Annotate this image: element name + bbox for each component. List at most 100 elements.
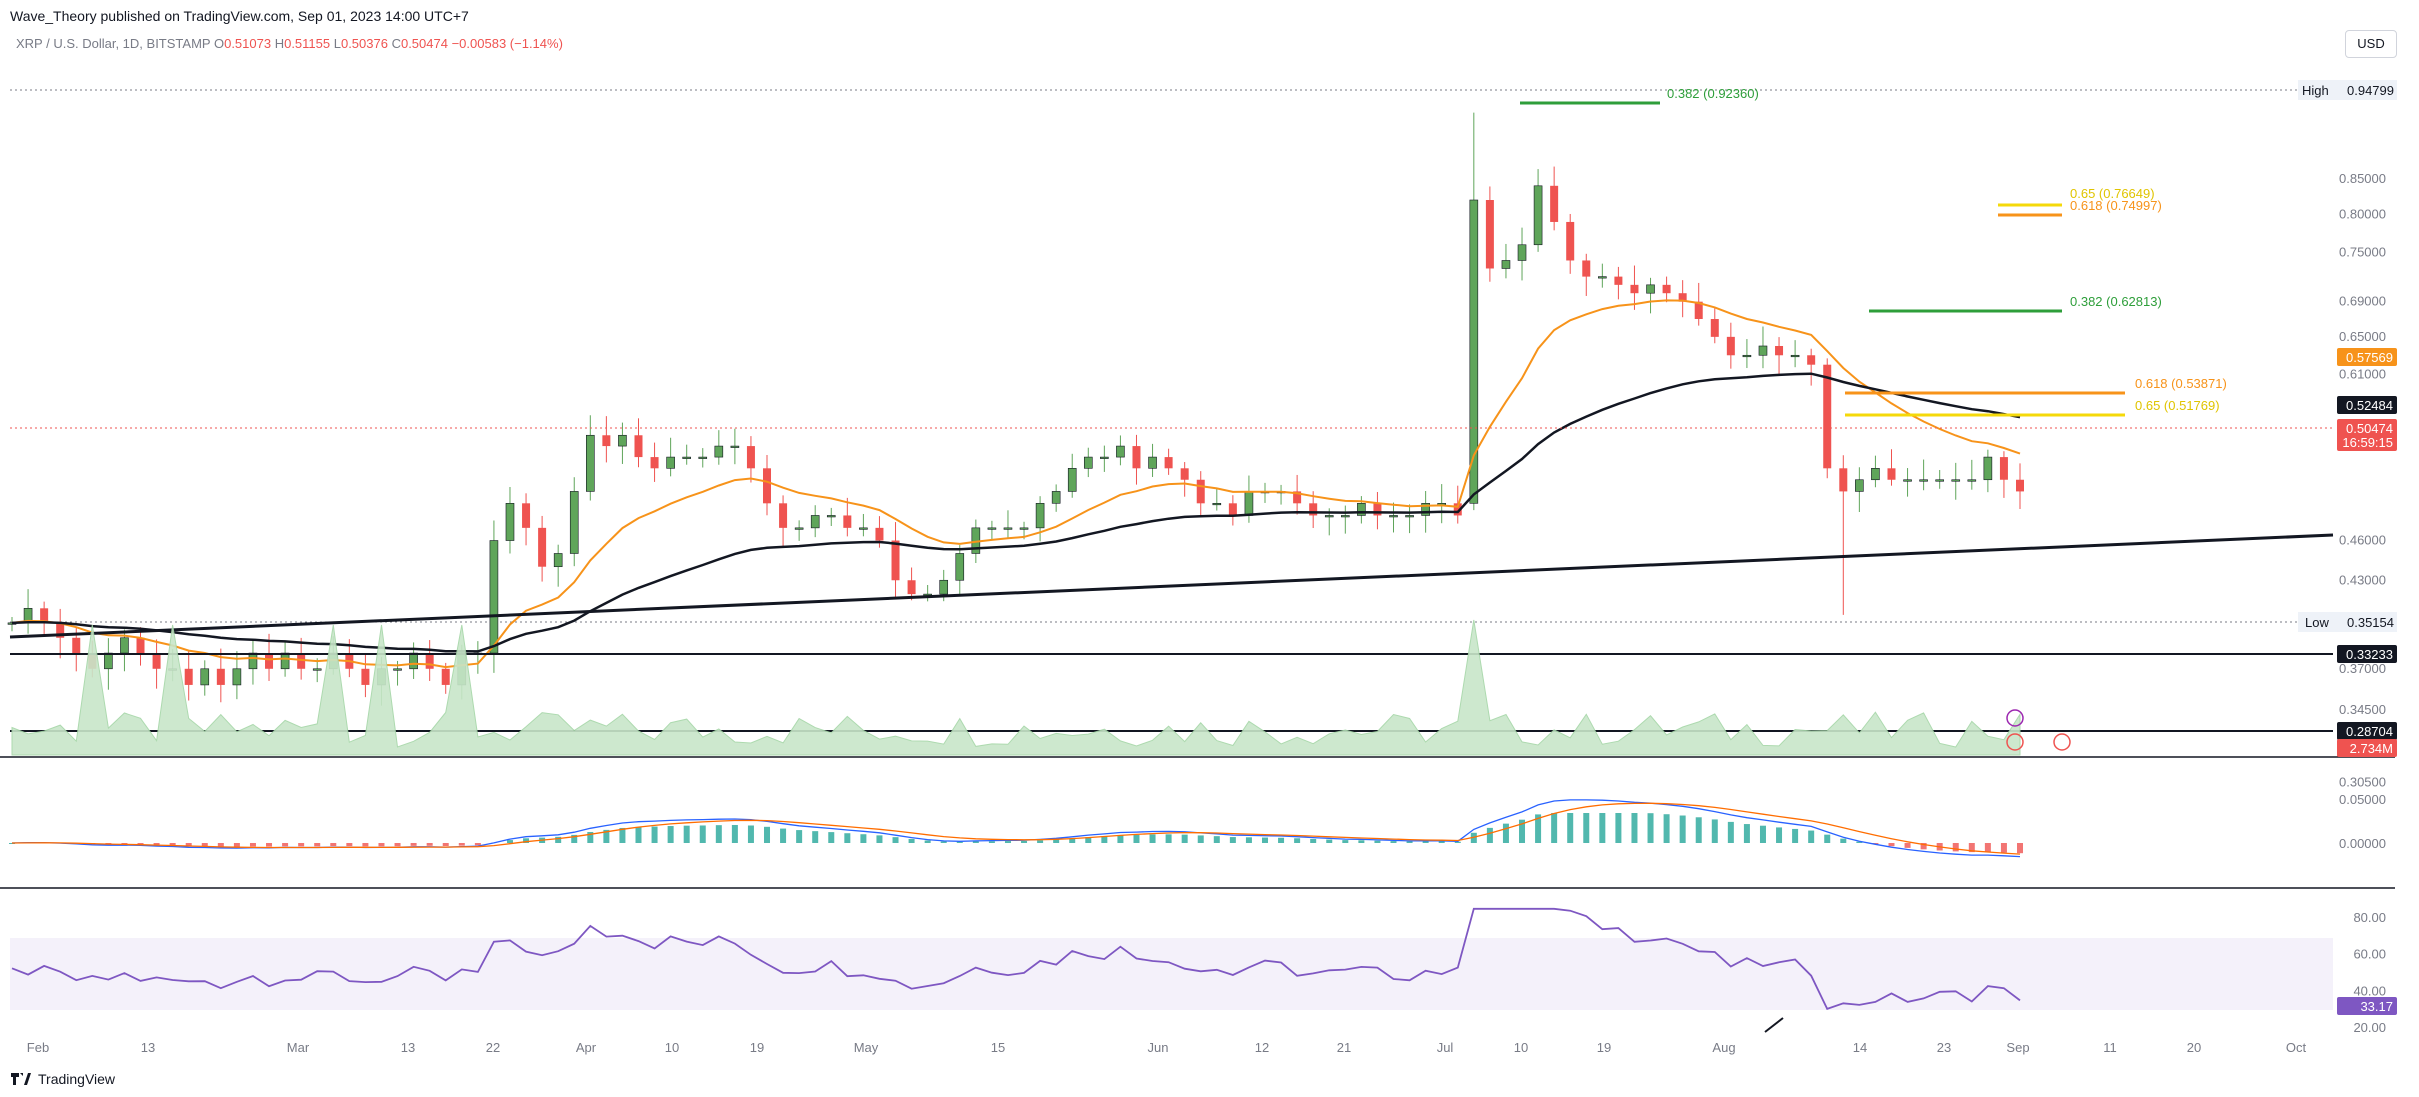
rsi-line — [11, 907, 2021, 1011]
candle-body — [1083, 456, 1093, 469]
candle-body — [1035, 503, 1045, 529]
candle-body — [1309, 503, 1318, 516]
macd-bar — [1727, 821, 1734, 843]
candle-body — [666, 456, 675, 469]
x-tick-label: Apr — [576, 1040, 597, 1055]
macd-bar — [1663, 814, 1670, 843]
volume-badge — [2337, 739, 2397, 757]
candle-body — [441, 668, 450, 685]
x-tick-label: 12 — [1255, 1040, 1269, 1055]
rsi-band — [10, 938, 2333, 1010]
macd-bar — [972, 841, 979, 843]
candle-body — [1598, 276, 1607, 279]
macd-bar — [137, 843, 144, 845]
fib-level-label: 0.65 (0.51769) — [2135, 398, 2220, 413]
x-tick-label: Oct — [2286, 1040, 2307, 1055]
x-tick-label: 13 — [141, 1040, 155, 1055]
macd-y-tick: 0.00000 — [2339, 836, 2386, 851]
event-icon — [2053, 733, 2071, 751]
candle-body — [1067, 468, 1077, 492]
candle-body — [393, 668, 402, 671]
macd-bar — [1310, 838, 1317, 843]
macd-bar — [571, 834, 578, 843]
y-tick-label: 0.80000 — [2339, 207, 2386, 222]
countdown-badge — [2337, 433, 2397, 451]
candle-body — [826, 515, 836, 518]
candle-body — [1951, 479, 1961, 482]
candle-body — [763, 468, 772, 504]
candle-body — [602, 435, 611, 447]
candle-body — [1790, 354, 1800, 358]
candle-body — [104, 652, 113, 670]
candle-body — [746, 446, 755, 469]
macd-bar — [1229, 837, 1236, 843]
rsi-y-tick: 80.00 — [2353, 910, 2386, 925]
macd-bar — [956, 841, 963, 843]
currency-button[interactable]: USD — [2345, 30, 2397, 58]
publish-line: Wave_Theory published on TradingView.com… — [10, 8, 469, 24]
macd-bar — [747, 825, 754, 843]
candles — [7, 112, 2024, 706]
candle-body — [1855, 479, 1864, 492]
last-price-value: 0.50474 — [2346, 421, 2393, 436]
x-tick-label: 10 — [1514, 1040, 1528, 1055]
x-tick-label: Sep — [2006, 1040, 2029, 1055]
candle-body — [843, 515, 852, 528]
candle-body — [2016, 479, 2024, 492]
macd-bar — [844, 833, 851, 843]
candle-body — [1116, 445, 1125, 458]
candle-body — [1646, 284, 1655, 294]
macd-bar — [346, 843, 353, 847]
macd-bar — [1872, 843, 1879, 844]
ohlc-key: L — [330, 36, 341, 51]
candle-body — [280, 652, 290, 670]
macd-bar — [1197, 835, 1204, 843]
y-tick-label: 0.43000 — [2339, 572, 2386, 587]
candle-body — [152, 653, 161, 669]
macd-bar — [1695, 817, 1702, 843]
x-tick-label: May — [854, 1040, 879, 1055]
candle-body — [200, 668, 210, 686]
macd-bar — [1711, 819, 1718, 843]
candle-body — [1630, 284, 1639, 294]
symbol-name: XRP / U.S. Dollar, 1D, BITSTAMP — [16, 36, 211, 51]
candle-body — [1453, 503, 1462, 516]
x-tick-label: 20 — [2187, 1040, 2201, 1055]
candle-body — [1100, 456, 1109, 459]
candle-body — [1967, 479, 1977, 482]
macd-bar — [683, 825, 690, 843]
macd-bar — [2017, 843, 2023, 854]
candle-body — [1228, 503, 1237, 516]
candle-body — [1533, 185, 1543, 246]
macd-bar — [892, 837, 899, 843]
macd-bar — [780, 828, 787, 843]
macd-bar — [410, 843, 417, 846]
macd-bar — [1968, 843, 1975, 853]
macd-bar — [1245, 837, 1252, 843]
candle-body — [955, 553, 965, 581]
macd-bar — [1984, 843, 1991, 853]
candle-body — [987, 527, 997, 530]
macd-bar — [153, 843, 160, 846]
macd-bar — [1502, 823, 1509, 843]
macd-bar — [1117, 835, 1124, 843]
ma200-value: 0.52484 — [2346, 398, 2393, 413]
macd-bar — [1133, 834, 1140, 843]
candle-body — [1469, 199, 1479, 504]
macd-bar — [1101, 836, 1108, 843]
candle-body — [1164, 457, 1173, 469]
candle-body — [1341, 515, 1350, 518]
macd-bar — [1037, 840, 1044, 843]
candle-body — [1485, 199, 1494, 269]
rsi-y-tick: 20.00 — [2353, 1020, 2386, 1035]
candle-body — [184, 668, 193, 685]
macd-bar — [1856, 841, 1863, 843]
rsi-y-tick: 60.00 — [2353, 947, 2386, 962]
macd-bar — [1551, 813, 1558, 843]
x-tick-label: 19 — [750, 1040, 764, 1055]
rsi-value: 33.17 — [2360, 999, 2393, 1014]
x-tick-label: 10 — [665, 1040, 679, 1055]
macd-bar — [1358, 840, 1365, 843]
macd-bar — [458, 843, 465, 846]
